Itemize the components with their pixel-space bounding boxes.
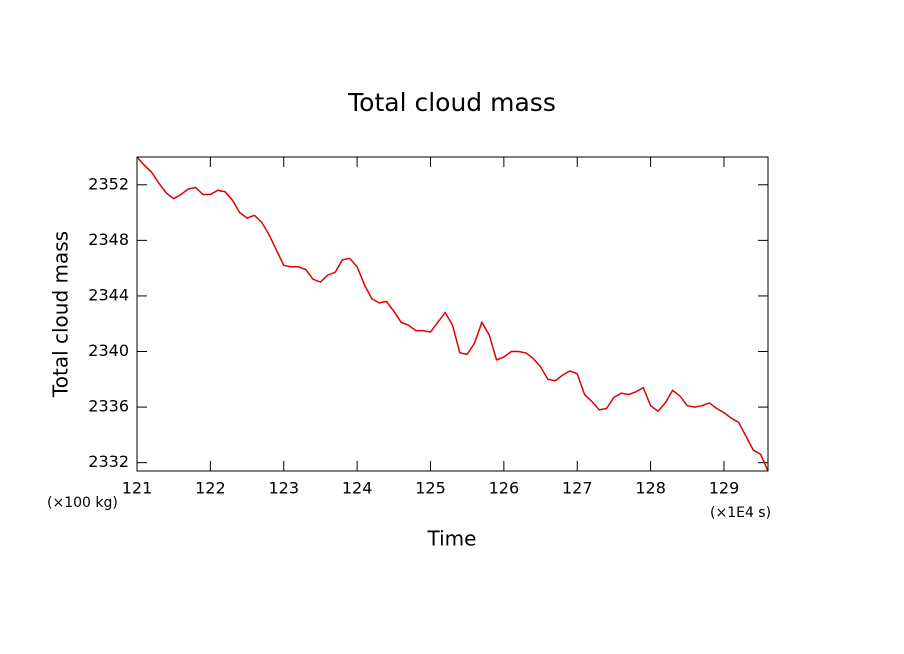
- chart-title: Total cloud mass: [347, 88, 556, 117]
- y-tick-label: 2344: [88, 285, 129, 304]
- x-tick-label: 128: [635, 479, 666, 498]
- x-axis-label: Time: [427, 527, 477, 551]
- x-tick-label: 122: [195, 479, 226, 498]
- x-tick-label: 121: [122, 479, 153, 498]
- y-tick-label: 2348: [88, 230, 129, 249]
- x-tick-label: 127: [562, 479, 593, 498]
- y-tick-label: 2340: [88, 341, 129, 360]
- x-tick-label: 124: [342, 479, 373, 498]
- x-tick-label: 129: [709, 479, 740, 498]
- x-unit: (×1E4 s): [710, 505, 771, 521]
- x-tick-label: 123: [268, 479, 299, 498]
- y-tick-label: 2336: [88, 397, 129, 416]
- x-tick-label: 126: [489, 479, 520, 498]
- y-tick-label: 2332: [88, 452, 129, 471]
- y-axis-label: Total cloud mass: [49, 231, 73, 398]
- x-tick-label: 125: [415, 479, 446, 498]
- plot-frame: [136, 156, 769, 472]
- y-unit: (×100 kg): [47, 495, 118, 511]
- data-line: [136, 156, 769, 472]
- y-tick-label: 2352: [88, 174, 129, 193]
